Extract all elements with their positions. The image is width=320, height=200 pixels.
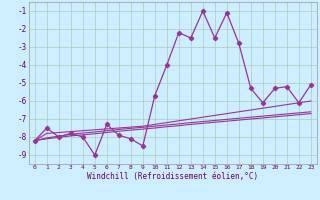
X-axis label: Windchill (Refroidissement éolien,°C): Windchill (Refroidissement éolien,°C) <box>87 172 258 181</box>
